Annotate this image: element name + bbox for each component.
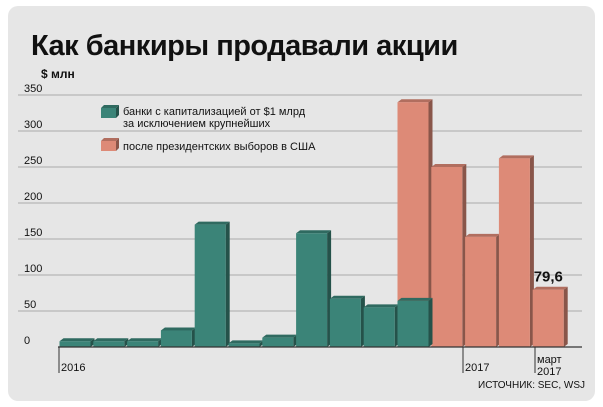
bar-top (93, 338, 129, 342)
y-tick-label: 200 (24, 191, 42, 203)
annotations: 79,6 (534, 269, 563, 286)
bar-mid-banks (160, 327, 196, 347)
y-tick-label: 250 (24, 155, 42, 167)
bar-side (90, 338, 95, 347)
legend-label-mid-banks: банки с капитализацией от $1 млрд за искл… (123, 106, 306, 130)
legend-swatch-side (116, 105, 119, 118)
x-tick-label: 2017 (465, 362, 489, 374)
legend-swatch-top (101, 138, 119, 141)
bar-front (532, 289, 564, 347)
bar-front (228, 343, 260, 347)
legend-swatch (101, 141, 116, 151)
bar-post-election (498, 155, 534, 347)
bar-mid-banks (397, 297, 433, 347)
bar-post-election (532, 286, 568, 347)
y-tick-label: 350 (24, 83, 42, 95)
bar-mid-banks (329, 295, 365, 347)
bar-top (465, 233, 501, 237)
y-tick-label: 300 (24, 119, 42, 131)
bar-top (498, 155, 534, 159)
bar-mid-banks (127, 338, 163, 347)
unit-label: $ млн (41, 67, 75, 81)
bar-side (225, 221, 230, 347)
bar-front (465, 236, 497, 347)
bar-top (194, 221, 230, 225)
x-tick-label: март 2017 (537, 354, 562, 378)
x-tick-label: 2016 (61, 362, 85, 374)
bar-top (262, 334, 298, 338)
value-annotation: 79,6 (534, 269, 563, 286)
bar-mid-banks (228, 340, 264, 347)
bar-front (363, 307, 395, 347)
bars (59, 99, 568, 347)
bar-front (160, 330, 192, 347)
bar-side (428, 297, 433, 347)
bar-top (329, 295, 365, 299)
bar-mid-banks (363, 304, 399, 347)
legend-swatch-top (101, 105, 119, 108)
legend-swatch-side (116, 138, 119, 151)
chart-title: Как банкиры продавали акции (31, 30, 458, 62)
bar-front (127, 341, 159, 347)
y-tick-label: 0 (24, 335, 30, 347)
bar-front (262, 337, 294, 347)
bar-top (228, 340, 264, 344)
bar-post-election (431, 164, 467, 347)
bar-top (397, 297, 433, 301)
bar-mid-banks (93, 338, 129, 347)
legend: банки с капитализацией от $1 млрд за искл… (101, 105, 316, 153)
bar-top (363, 304, 399, 308)
bar-front (498, 158, 530, 347)
legend-label-post-election: после президентских выборов в США (123, 141, 316, 153)
bar-front (194, 224, 226, 347)
bar-mid-banks (296, 230, 332, 347)
bar-front (397, 300, 429, 347)
bar-post-election (465, 233, 501, 347)
bar-top (296, 230, 332, 234)
bar-top (127, 338, 163, 342)
bar-top (59, 338, 95, 342)
source-note: ИСТОЧНИК: SEC, WSJ (478, 380, 585, 391)
bar-mid-banks (262, 334, 298, 347)
y-tick-label: 100 (24, 263, 42, 275)
y-axis-ticks: 0 50 100 150 200 250 300 350 (24, 83, 42, 347)
bar-top (532, 286, 568, 290)
bar-side (124, 338, 129, 347)
bar-side (563, 286, 568, 347)
bar-mid-banks (59, 338, 95, 347)
bar-top (160, 327, 196, 331)
bar-front (59, 341, 91, 347)
legend-swatch (101, 108, 116, 118)
y-tick-label: 150 (24, 227, 42, 239)
bar-top (431, 164, 467, 167)
bar-top (397, 99, 433, 103)
bar-front (329, 298, 361, 347)
bar-front (296, 233, 328, 347)
y-tick-label: 50 (24, 299, 36, 311)
bar-mid-banks (194, 221, 230, 347)
bar-front (93, 341, 125, 347)
x-axis: 2016 2017 март 2017 (58, 346, 582, 378)
bar-front (431, 167, 463, 347)
